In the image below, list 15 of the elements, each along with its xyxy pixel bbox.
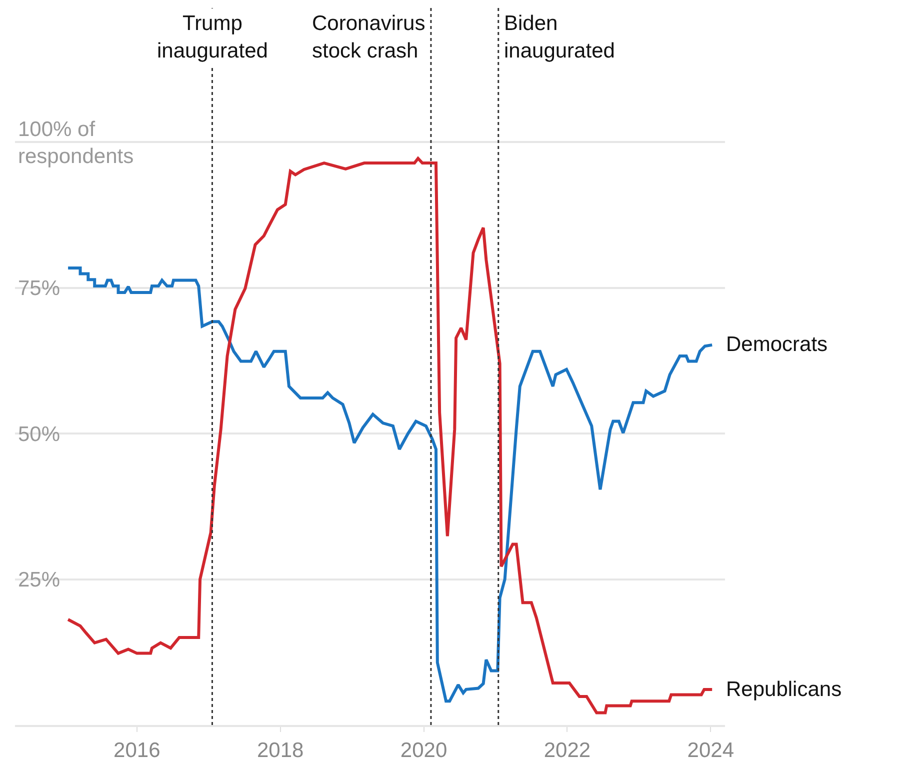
x-tick-label: 2016 <box>114 738 160 762</box>
x-tick-label: 2018 <box>256 738 304 762</box>
y-tick-label: 25% <box>18 568 60 592</box>
ref-line-label: Biden inaugurated <box>504 12 615 62</box>
ref-line-label: Coronavirus stock crash <box>312 12 426 62</box>
ref-line-label: Trump inaugurated <box>157 12 268 62</box>
series-label: Democrats <box>726 333 828 356</box>
y-tick-label: 100% of respondents <box>18 118 134 168</box>
x-tick-label: 2024 <box>687 738 734 762</box>
x-tick-label: 2020 <box>400 738 448 762</box>
series-label: Republicans <box>726 678 842 701</box>
y-tick-label: 50% <box>18 422 60 446</box>
y-tick-label: 75% <box>18 277 60 300</box>
line-series <box>66 266 714 703</box>
x-tick-label: 2022 <box>544 738 591 762</box>
